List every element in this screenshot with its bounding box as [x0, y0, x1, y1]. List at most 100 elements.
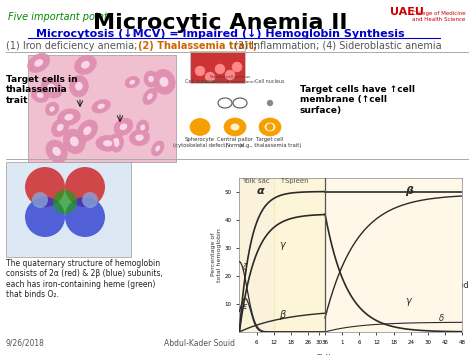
Text: δ: δ [439, 314, 445, 323]
Text: (2) Thalassemia trait;: (2) Thalassemia trait; [138, 41, 257, 51]
Ellipse shape [132, 131, 145, 144]
Ellipse shape [41, 77, 63, 98]
Text: The quaternary structure of hemoglobin
consists of 2α (red) & 2β (blue) subunits: The quaternary structure of hemoglobin c… [6, 259, 163, 299]
Circle shape [82, 192, 98, 208]
Ellipse shape [75, 82, 82, 91]
Ellipse shape [52, 147, 61, 156]
Circle shape [195, 66, 205, 76]
Y-axis label: Percentage of
total hemoglobin: Percentage of total hemoglobin [211, 228, 222, 282]
Ellipse shape [259, 118, 281, 136]
Circle shape [261, 94, 279, 112]
Ellipse shape [74, 55, 96, 75]
Ellipse shape [70, 75, 88, 97]
FancyBboxPatch shape [6, 162, 131, 257]
Ellipse shape [155, 146, 160, 152]
Text: γ: γ [405, 296, 411, 306]
Ellipse shape [190, 119, 210, 136]
Ellipse shape [136, 135, 144, 141]
Text: 9/26/2018: 9/26/2018 [6, 339, 45, 348]
Ellipse shape [110, 135, 123, 152]
Text: (3) Inflammation; (4) Sideroblastic anemia: (3) Inflammation; (4) Sideroblastic anem… [231, 41, 442, 51]
Ellipse shape [151, 141, 164, 156]
Bar [239, 178, 273, 332]
Circle shape [65, 197, 105, 237]
Ellipse shape [129, 130, 150, 146]
Text: Cell nucleus: Cell nucleus [185, 79, 215, 84]
Ellipse shape [119, 123, 127, 130]
Text: Microcytic Anemia II: Microcytic Anemia II [93, 13, 347, 33]
Text: UAEU: UAEU [390, 7, 424, 17]
Text: Abdul-Kader Souid: Abdul-Kader Souid [164, 339, 236, 348]
Ellipse shape [153, 69, 175, 94]
Ellipse shape [143, 88, 157, 105]
Circle shape [267, 100, 273, 105]
Ellipse shape [224, 118, 246, 136]
Text: β: β [405, 186, 413, 196]
Ellipse shape [63, 129, 85, 154]
Ellipse shape [96, 135, 119, 151]
Text: Normal cell nucleus
(normal cell membrane): Normal cell nucleus (normal cell membran… [205, 75, 255, 84]
Polygon shape [233, 98, 247, 108]
Ellipse shape [125, 76, 139, 88]
Text: Microcytosis (↓MCV) = Impaired (↓) Hemoglobin Synthesis: Microcytosis (↓MCV) = Impaired (↓) Hemog… [36, 29, 404, 39]
Ellipse shape [113, 138, 119, 143]
Ellipse shape [137, 120, 149, 135]
Circle shape [205, 72, 215, 82]
Polygon shape [218, 98, 232, 108]
Circle shape [191, 94, 209, 112]
Bar [273, 178, 325, 332]
Text: Yolk sac: Yolk sac [242, 178, 270, 184]
Text: ↑Spleen: ↑Spleen [279, 178, 309, 184]
Ellipse shape [27, 53, 50, 72]
Text: (1) Iron deficiency anemia;: (1) Iron deficiency anemia; [6, 41, 140, 51]
Circle shape [25, 167, 65, 207]
Text: Birth: Birth [317, 354, 334, 355]
Text: ζ: ζ [242, 263, 247, 272]
Ellipse shape [92, 99, 110, 113]
Ellipse shape [70, 136, 79, 146]
Ellipse shape [264, 122, 275, 131]
Ellipse shape [77, 120, 98, 142]
Ellipse shape [98, 104, 105, 109]
FancyBboxPatch shape [28, 55, 176, 162]
Ellipse shape [36, 92, 44, 98]
Text: Cell nucleus: Cell nucleus [255, 79, 285, 84]
Ellipse shape [114, 118, 133, 135]
Text: γ: γ [279, 240, 285, 250]
Ellipse shape [140, 125, 145, 131]
Text: β: β [279, 310, 286, 320]
Circle shape [267, 124, 273, 130]
Ellipse shape [83, 126, 91, 135]
Ellipse shape [81, 61, 90, 69]
Circle shape [25, 197, 65, 237]
Circle shape [65, 167, 105, 207]
FancyBboxPatch shape [190, 51, 245, 83]
Ellipse shape [136, 135, 140, 140]
Ellipse shape [230, 124, 239, 131]
Text: Target cell
(e.g., thalassemia trait): Target cell (e.g., thalassemia trait) [239, 137, 301, 148]
Ellipse shape [46, 140, 67, 163]
Ellipse shape [109, 134, 124, 147]
Ellipse shape [144, 71, 158, 87]
Circle shape [32, 192, 48, 208]
Text: Synthesis of the α globin peaks prenatally.  The β globin peaks at 3 mo
of age. : Synthesis of the α globin peaks prenatal… [243, 260, 469, 311]
Ellipse shape [52, 118, 69, 137]
Ellipse shape [64, 114, 73, 121]
Text: Five important points: Five important points [8, 12, 113, 22]
Ellipse shape [129, 80, 135, 84]
Text: ε: ε [242, 302, 247, 311]
Text: Target cells in
thalassemia
trait: Target cells in thalassemia trait [6, 75, 78, 105]
Circle shape [53, 190, 77, 214]
Circle shape [215, 64, 225, 74]
Ellipse shape [47, 84, 56, 92]
Ellipse shape [103, 140, 112, 147]
Circle shape [232, 62, 242, 72]
Text: α: α [256, 186, 264, 196]
Ellipse shape [147, 93, 153, 100]
Text: College of Medicine
and Health Science: College of Medicine and Health Science [412, 11, 465, 22]
Ellipse shape [160, 77, 168, 87]
Circle shape [225, 70, 235, 80]
Ellipse shape [46, 102, 59, 116]
Ellipse shape [114, 140, 119, 147]
Ellipse shape [57, 109, 80, 126]
